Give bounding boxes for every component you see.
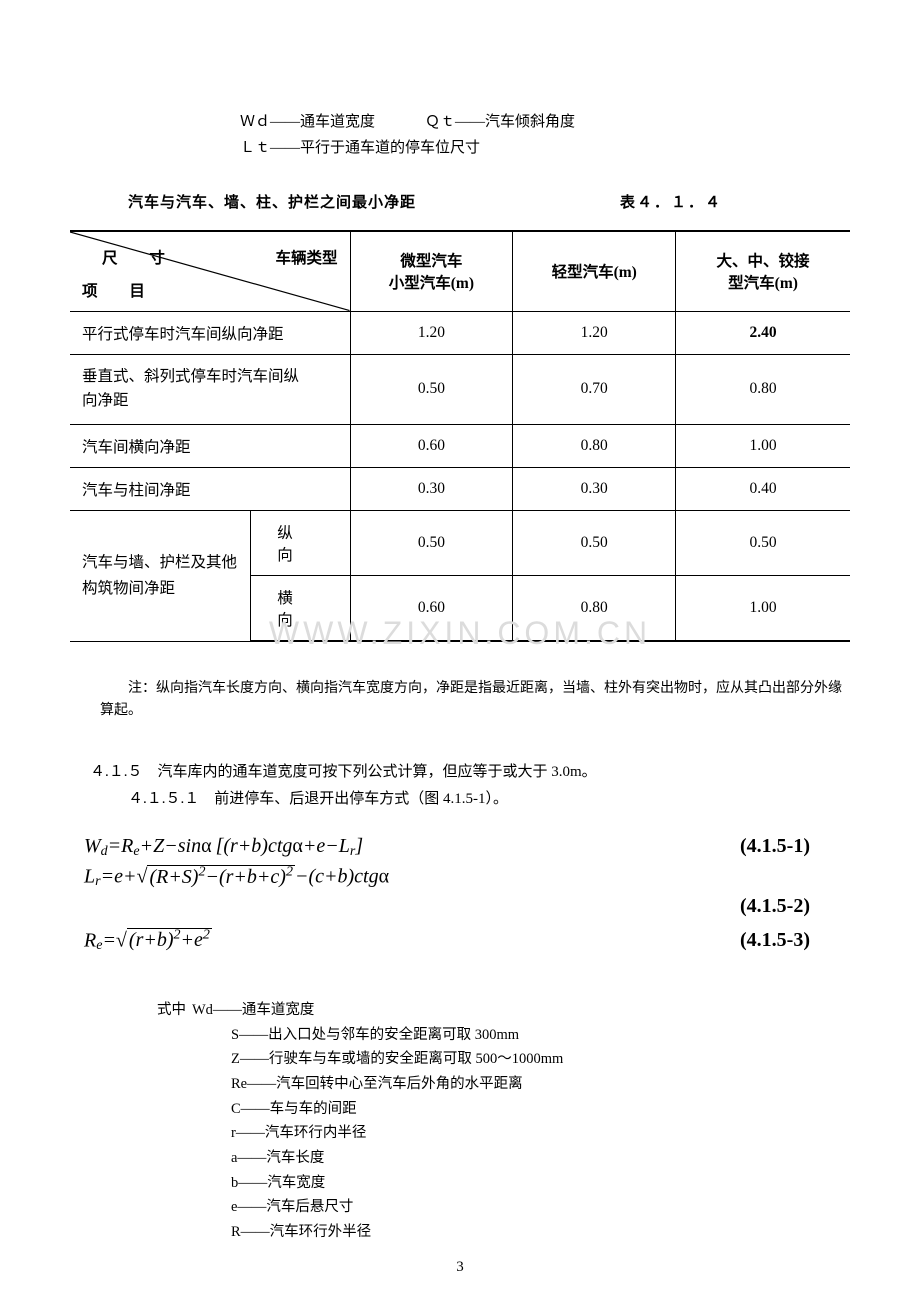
formula-1-tag: (4.1.5-1): [740, 835, 810, 858]
clearance-table: 尺 寸 车辆类型 项 目 微型汽车 小型汽车(m) 轻型汽车(m) 大、中、铰接…: [70, 230, 850, 642]
def-9: R——汽车环行外半径: [136, 1220, 850, 1245]
row3-v2: 0.40: [676, 468, 850, 511]
def-2: Z——行驶车与车或墙的安全距离可取 500～1000mm: [136, 1047, 850, 1072]
row1-v1: 0.70: [513, 354, 676, 425]
defs-label: 式中: [136, 998, 192, 1023]
section-415: ４.１.５ 汽车库内的通车道宽度可按下列公式计算，但应等于或大于 3.0m。 ４…: [90, 759, 850, 813]
row0-v0: 1.20: [350, 311, 513, 354]
row0-v2: 2.40: [676, 311, 850, 354]
table-caption: 汽车与汽车、墙、柱、护栏之间最小净距 表４．１．４: [128, 191, 832, 212]
row2-v2: 1.00: [676, 425, 850, 468]
row0-v1: 1.20: [513, 311, 676, 354]
def-1: S——出入口处与邻车的安全距离可取 300mm: [136, 1023, 850, 1048]
legend-lt: Ｌｔ——平行于通车道的停车位尺寸: [240, 136, 850, 162]
row3-label: 汽车与柱间净距: [70, 468, 350, 511]
text-4151: ４.１.５.１ 前进停车、后退开出停车方式（图 4.1.5-1）。: [128, 786, 850, 813]
table-caption-right: 表４．１．４: [620, 191, 722, 212]
formula-3: Re=√(r+b)2+e2: [84, 928, 212, 953]
merged-v1-0: 0.50: [350, 511, 513, 576]
row1-v2: 0.80: [676, 354, 850, 425]
merged-sub2: 横 向: [250, 576, 350, 642]
legend-wd: Ｗｄ——通车道宽度: [240, 110, 375, 136]
def-0: Wd——通车道宽度: [192, 998, 314, 1023]
row1-v0: 0.50: [350, 354, 513, 425]
row2-label: 汽车间横向净距: [70, 425, 350, 468]
def-7: b——汽车宽度: [136, 1171, 850, 1196]
hdr-c2: 轻型汽车(m): [513, 231, 676, 311]
merged-v1-1: 0.50: [513, 511, 676, 576]
merged-v1-2: 0.50: [676, 511, 850, 576]
merged-label: 汽车与墙、护栏及其他构筑物间净距: [70, 511, 250, 642]
table-caption-left: 汽车与汽车、墙、柱、护栏之间最小净距: [128, 191, 416, 212]
merged-v2-1: 0.80: [513, 576, 676, 642]
def-6: a——汽车长度: [136, 1146, 850, 1171]
row2-v0: 0.60: [350, 425, 513, 468]
hdr-c1: 微型汽车 小型汽车(m): [350, 231, 513, 311]
table-note: 注：纵向指汽车长度方向、横向指汽车宽度方向，净距是指最近距离，当墙、柱外有突出物…: [100, 678, 850, 723]
formula-3-tag: (4.1.5-3): [740, 929, 810, 952]
row1-label: 垂直式、斜列式停车时汽车间纵 向净距: [70, 354, 350, 425]
def-5: r——汽车环行内半径: [136, 1121, 850, 1146]
formula-1: Wd=Re+Z−sinα [(r+b)ctgα+e−Lr]: [84, 835, 363, 858]
row2-v1: 0.80: [513, 425, 676, 468]
defs-block: 式中 Wd——通车道宽度 S——出入口处与邻车的安全距离可取 300mm Z——…: [136, 998, 850, 1244]
text-415: ４.１.５ 汽车库内的通车道宽度可按下列公式计算，但应等于或大于 3.0m。: [90, 759, 850, 786]
def-4: C——车与车的间距: [136, 1097, 850, 1122]
row0-label: 平行式停车时汽车间纵向净距: [70, 311, 350, 354]
formula-2: Lr=e+√(R+S)2−(r+b+c)2−(c+b)ctgα: [84, 864, 389, 889]
merged-sub1: 纵 向: [250, 511, 350, 576]
formula-2-tag: (4.1.5-2): [740, 895, 810, 917]
row3-v0: 0.30: [350, 468, 513, 511]
formula-block: Wd=Re+Z−sinα [(r+b)ctgα+e−Lr] (4.1.5-1) …: [84, 835, 810, 952]
hdr-c3: 大、中、铰接 型汽车(m): [676, 231, 850, 311]
legend: Ｗｄ——通车道宽度 Ｑｔ——汽车倾斜角度 Ｌｔ——平行于通车道的停车位尺寸: [240, 110, 850, 161]
hdr-item-dim: 尺 寸 车辆类型 项 目: [70, 231, 350, 311]
legend-qt: Ｑｔ——汽车倾斜角度: [425, 110, 575, 136]
row3-v1: 0.30: [513, 468, 676, 511]
merged-v2-0: 0.60: [350, 576, 513, 642]
merged-v2-2: 1.00: [676, 576, 850, 642]
page-number: 3: [456, 1259, 464, 1276]
def-3: Re——汽车回转中心至汽车后外角的水平距离: [136, 1072, 850, 1097]
def-8: e——汽车后悬尺寸: [136, 1195, 850, 1220]
